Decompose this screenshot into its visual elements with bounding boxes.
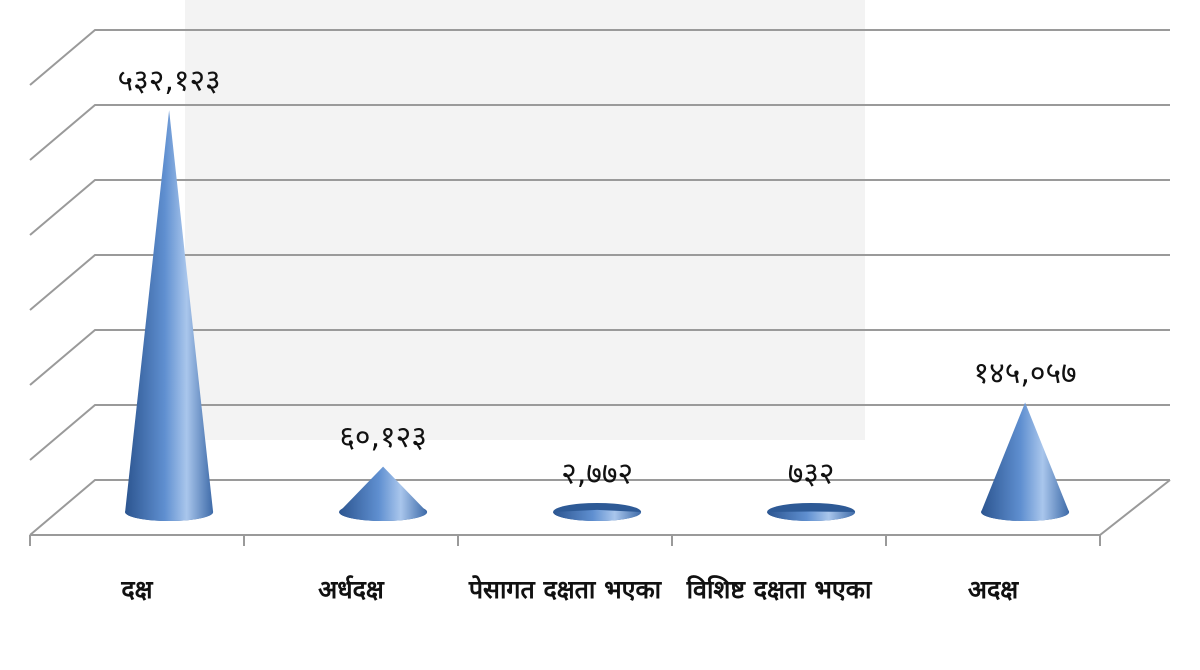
data-label: ७३२: [788, 457, 835, 492]
grid-line: [29, 254, 1170, 311]
data-label: १४५,०५७: [974, 356, 1077, 391]
cone: [981, 402, 1070, 521]
grid-line: [29, 329, 1170, 386]
grid-line: [29, 104, 1170, 161]
grid-line: [29, 479, 1170, 536]
data-label: २,७७२: [561, 457, 633, 492]
x-tick-label: पेसागत दक्षता भएका: [468, 575, 662, 604]
cone: [553, 503, 642, 521]
cone: [339, 466, 428, 521]
cone: [125, 110, 214, 521]
grid-line: [29, 179, 1170, 236]
background-watermark: [185, 0, 865, 440]
x-tick-label: अर्धदक्ष: [318, 575, 384, 604]
cone: [767, 503, 856, 521]
x-tick-label: दक्ष: [121, 575, 153, 604]
grid-line: [29, 404, 1170, 461]
x-tick-label: विशिष्ट दक्षता भएका: [686, 575, 872, 604]
x-tick-label: अदक्ष: [967, 575, 1019, 604]
grid-line: [29, 29, 1170, 86]
data-label: ५३२,१२३: [118, 64, 221, 99]
data-label: ६०,१२३: [339, 420, 427, 455]
